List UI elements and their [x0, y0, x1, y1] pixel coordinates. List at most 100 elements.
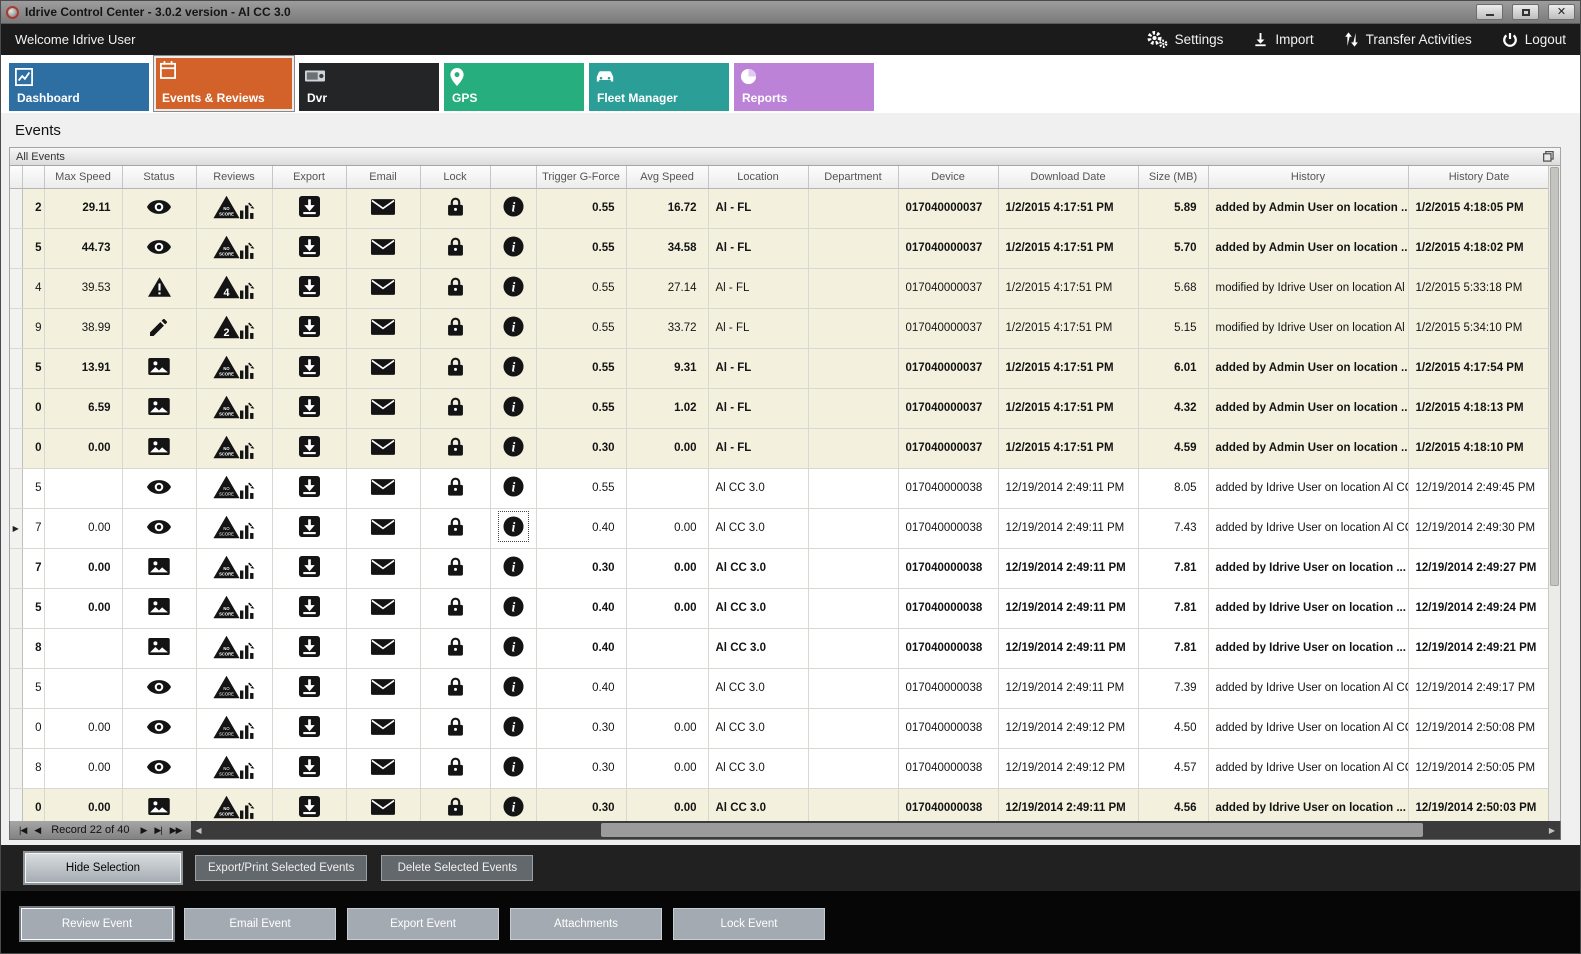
email-cell[interactable] — [346, 668, 421, 709]
picture-icon[interactable] — [148, 598, 170, 615]
horizontal-scrollbar-thumb[interactable] — [601, 823, 1424, 837]
col-header-size[interactable]: Size (MB) — [1138, 166, 1209, 189]
col-header-historyDate[interactable]: History Date — [1408, 166, 1551, 189]
status-cell[interactable] — [122, 468, 197, 509]
score-triangle-icon[interactable]: NO SCORE — [212, 715, 240, 739]
lock-icon[interactable] — [447, 437, 463, 456]
lock-icon[interactable] — [447, 757, 463, 776]
lock-icon[interactable] — [447, 197, 463, 216]
review-chart-icon[interactable] — [239, 761, 256, 779]
review-chart-icon[interactable] — [239, 401, 256, 419]
score-triangle-icon[interactable]: NO SCORE — [212, 435, 240, 459]
export-icon[interactable] — [298, 436, 320, 457]
warning-icon[interactable] — [147, 276, 171, 297]
lock-cell[interactable] — [420, 708, 491, 749]
reviews-cell[interactable]: NO SCORE — [196, 348, 273, 389]
email-icon[interactable] — [371, 358, 395, 375]
table-row[interactable]: 0 0.00 NO SCORE i 0.30 0.00 Al - FL 017040000037… — [10, 428, 1551, 469]
col-header-department[interactable]: Department — [808, 166, 899, 189]
email-cell[interactable] — [346, 308, 421, 349]
reviews-cell[interactable]: NO SCORE — [196, 388, 273, 429]
score-triangle-icon[interactable]: NO SCORE — [212, 675, 240, 699]
eye-icon[interactable] — [147, 759, 171, 774]
table-row[interactable]: 8 NO SCORE i 0.40 Al CC 3.0 017040000038 12/19/… — [10, 628, 1551, 669]
info-icon[interactable]: i — [502, 356, 524, 377]
reviews-cell[interactable]: NO SCORE — [196, 508, 273, 549]
email-icon[interactable] — [371, 278, 395, 295]
reviews-cell[interactable]: NO SCORE — [196, 228, 273, 269]
lock-icon[interactable] — [447, 477, 463, 496]
lock-cell[interactable] — [420, 268, 491, 309]
info-icon[interactable]: i — [502, 236, 524, 257]
info-icon[interactable]: i — [502, 636, 524, 657]
transfer-activities-button[interactable]: Transfer Activities — [1344, 32, 1472, 47]
lock-cell[interactable] — [420, 228, 491, 269]
delete-selected-button[interactable]: Delete Selected Events — [381, 855, 534, 881]
export-icon[interactable] — [298, 796, 320, 817]
review-chart-icon[interactable] — [239, 561, 256, 579]
info-icon[interactable]: i — [502, 796, 524, 817]
lock-cell[interactable] — [420, 468, 491, 509]
eye-icon[interactable] — [147, 479, 171, 494]
info-icon[interactable]: i — [502, 196, 524, 217]
email-cell[interactable] — [346, 188, 421, 229]
email-icon[interactable] — [371, 558, 395, 575]
close-button[interactable]: ✕ — [1548, 4, 1575, 20]
score-triangle-icon[interactable]: NO SCORE — [212, 555, 240, 579]
export-icon[interactable] — [298, 316, 320, 337]
email-icon[interactable] — [371, 438, 395, 455]
reviews-cell[interactable]: 4 — [196, 268, 273, 309]
export-print-selected-button[interactable]: Export/Print Selected Events — [195, 855, 368, 881]
eye-icon[interactable] — [147, 519, 171, 534]
review-chart-icon[interactable] — [239, 801, 256, 819]
lock-cell[interactable] — [420, 588, 491, 629]
col-header-history[interactable]: History — [1208, 166, 1409, 189]
lock-icon[interactable] — [447, 237, 463, 256]
review-chart-icon[interactable] — [239, 361, 256, 379]
lock-icon[interactable] — [447, 397, 463, 416]
table-row[interactable]: 8 0.00 NO SCORE i 0.30 0.00 Al CC 3.0 0170400000… — [10, 748, 1551, 789]
col-header-downloadDate[interactable]: Download Date — [998, 166, 1139, 189]
eye-icon[interactable] — [147, 679, 171, 694]
status-cell[interactable] — [122, 428, 197, 469]
export-icon[interactable] — [298, 596, 320, 617]
table-row[interactable]: 4 39.53 4 i 0.55 27.14 Al - FL 017040000037 1/2/… — [10, 268, 1551, 309]
info-cell[interactable]: i — [490, 548, 537, 589]
reviews-cell[interactable]: NO SCORE — [196, 428, 273, 469]
status-cell[interactable] — [122, 668, 197, 709]
info-icon[interactable]: i — [502, 676, 524, 697]
export-icon[interactable] — [298, 556, 320, 577]
email-cell[interactable] — [346, 228, 421, 269]
table-row[interactable]: 5 0.00 NO SCORE i 0.40 0.00 Al CC 3.0 0170400000… — [10, 588, 1551, 629]
export-cell[interactable] — [272, 788, 347, 821]
lock-icon[interactable] — [447, 677, 463, 696]
info-icon[interactable]: i — [502, 436, 524, 457]
col-header-email[interactable]: Email — [346, 166, 421, 189]
status-cell[interactable] — [122, 628, 197, 669]
lock-icon[interactable] — [447, 357, 463, 376]
pencil-icon[interactable] — [150, 318, 168, 336]
export-cell[interactable] — [272, 588, 347, 629]
info-cell[interactable]: i — [490, 228, 537, 269]
table-row[interactable]: 9 38.99 2 i 0.55 33.72 Al - FL 017040000037 1/2/… — [10, 308, 1551, 349]
export-icon[interactable] — [298, 516, 320, 537]
email-cell[interactable] — [346, 428, 421, 469]
lock-cell[interactable] — [420, 188, 491, 229]
review-chart-icon[interactable] — [239, 601, 256, 619]
info-cell[interactable]: i — [490, 188, 537, 229]
review-chart-icon[interactable] — [239, 681, 256, 699]
horizontal-scrollbar[interactable]: ◀ ▶ — [190, 821, 1560, 839]
lock-cell[interactable] — [420, 628, 491, 669]
export-cell[interactable] — [272, 748, 347, 789]
export-cell[interactable] — [272, 228, 347, 269]
reviews-cell[interactable]: NO SCORE — [196, 668, 273, 709]
info-cell[interactable]: i — [490, 708, 537, 749]
lock-icon[interactable] — [447, 277, 463, 296]
lock-icon[interactable] — [447, 317, 463, 336]
info-cell[interactable]: i — [490, 388, 537, 429]
eye-icon[interactable] — [147, 719, 171, 734]
lock-cell[interactable] — [420, 668, 491, 709]
review-chart-icon[interactable] — [239, 281, 256, 299]
status-cell[interactable] — [122, 588, 197, 629]
tab-dashboard[interactable]: Dashboard — [9, 63, 149, 111]
